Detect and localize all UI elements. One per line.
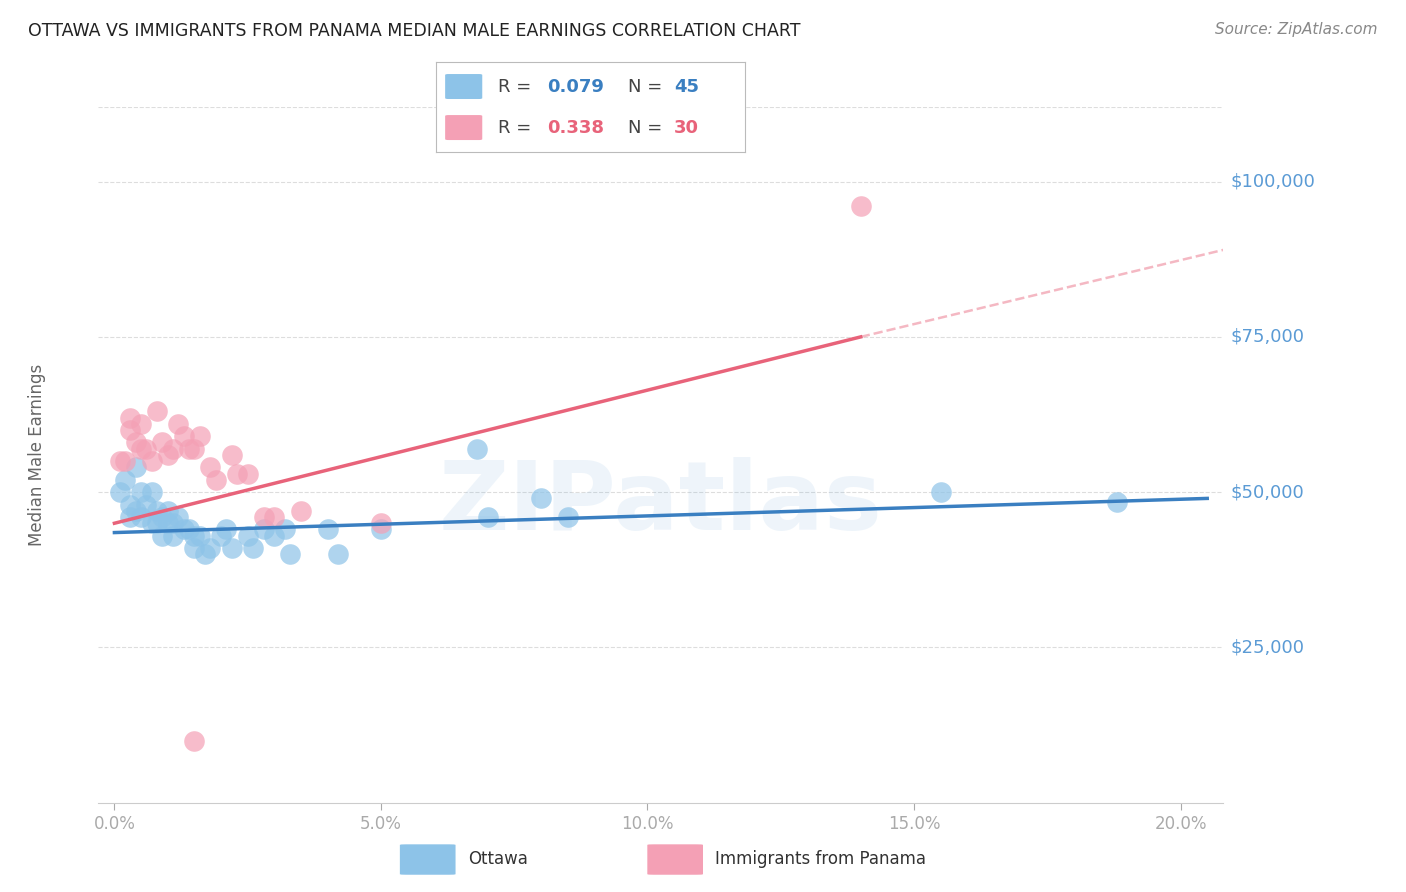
Point	[221, 448, 243, 462]
Point	[370, 516, 392, 531]
Point	[129, 442, 152, 456]
Text: R =: R =	[498, 119, 537, 136]
Text: Immigrants from Panama: Immigrants from Panama	[716, 849, 927, 868]
Point	[477, 510, 499, 524]
Point	[557, 510, 579, 524]
Point	[129, 417, 152, 431]
Text: Source: ZipAtlas.com: Source: ZipAtlas.com	[1215, 22, 1378, 37]
Point	[236, 467, 259, 481]
Point	[278, 547, 301, 561]
Point	[1105, 494, 1128, 508]
Point	[209, 529, 232, 543]
Text: 30: 30	[673, 119, 699, 136]
Point	[221, 541, 243, 555]
Point	[150, 435, 173, 450]
Point	[183, 733, 205, 747]
Point	[141, 485, 163, 500]
Point	[135, 442, 157, 456]
Text: Median Male Earnings: Median Male Earnings	[28, 364, 45, 546]
Text: OTTAWA VS IMMIGRANTS FROM PANAMA MEDIAN MALE EARNINGS CORRELATION CHART: OTTAWA VS IMMIGRANTS FROM PANAMA MEDIAN …	[28, 22, 800, 40]
Point	[253, 523, 276, 537]
Point	[114, 454, 136, 468]
Point	[108, 454, 131, 468]
Text: 0.338: 0.338	[547, 119, 605, 136]
Text: N =: N =	[627, 78, 668, 95]
Point	[129, 510, 152, 524]
Text: 45: 45	[673, 78, 699, 95]
Point	[290, 504, 312, 518]
Point	[370, 523, 392, 537]
Text: ZIPatlas: ZIPatlas	[439, 457, 883, 550]
Point	[167, 417, 190, 431]
Point	[114, 473, 136, 487]
Point	[141, 454, 163, 468]
Point	[188, 529, 211, 543]
Point	[177, 523, 200, 537]
Point	[328, 547, 350, 561]
Point	[263, 529, 285, 543]
Point	[263, 510, 285, 524]
Point	[108, 485, 131, 500]
Point	[929, 485, 952, 500]
Point	[120, 423, 142, 437]
Point	[215, 523, 238, 537]
Point	[150, 529, 173, 543]
Point	[125, 504, 148, 518]
Text: $75,000: $75,000	[1230, 328, 1305, 346]
Point	[146, 404, 169, 418]
FancyBboxPatch shape	[399, 845, 456, 875]
Point	[242, 541, 264, 555]
Text: R =: R =	[498, 78, 537, 95]
Point	[129, 485, 152, 500]
Point	[200, 460, 222, 475]
Point	[204, 473, 226, 487]
Point	[125, 435, 148, 450]
Point	[156, 448, 179, 462]
Text: 0.079: 0.079	[547, 78, 605, 95]
Text: $25,000: $25,000	[1230, 639, 1305, 657]
Point	[274, 523, 297, 537]
Point	[173, 523, 195, 537]
Point	[120, 410, 142, 425]
Point	[177, 442, 200, 456]
Point	[183, 442, 205, 456]
Point	[465, 442, 488, 456]
FancyBboxPatch shape	[647, 845, 703, 875]
Point	[125, 460, 148, 475]
Point	[316, 523, 339, 537]
Point	[200, 541, 222, 555]
Point	[194, 547, 217, 561]
Point	[253, 510, 276, 524]
Text: Ottawa: Ottawa	[468, 849, 527, 868]
Point	[183, 541, 205, 555]
Point	[150, 510, 173, 524]
Point	[146, 504, 169, 518]
Point	[141, 516, 163, 531]
FancyBboxPatch shape	[446, 115, 482, 140]
Point	[120, 510, 142, 524]
Point	[849, 199, 872, 213]
Point	[156, 516, 179, 531]
Point	[167, 510, 190, 524]
Point	[162, 529, 184, 543]
Point	[162, 516, 184, 531]
Point	[135, 498, 157, 512]
Point	[226, 467, 249, 481]
Point	[188, 429, 211, 443]
Point	[156, 504, 179, 518]
Point	[120, 498, 142, 512]
FancyBboxPatch shape	[446, 74, 482, 99]
Point	[530, 491, 553, 506]
Point	[146, 516, 169, 531]
Text: N =: N =	[627, 119, 668, 136]
Text: $100,000: $100,000	[1230, 172, 1315, 191]
Point	[236, 529, 259, 543]
Point	[162, 442, 184, 456]
Text: $50,000: $50,000	[1230, 483, 1303, 501]
Point	[173, 429, 195, 443]
Point	[183, 529, 205, 543]
